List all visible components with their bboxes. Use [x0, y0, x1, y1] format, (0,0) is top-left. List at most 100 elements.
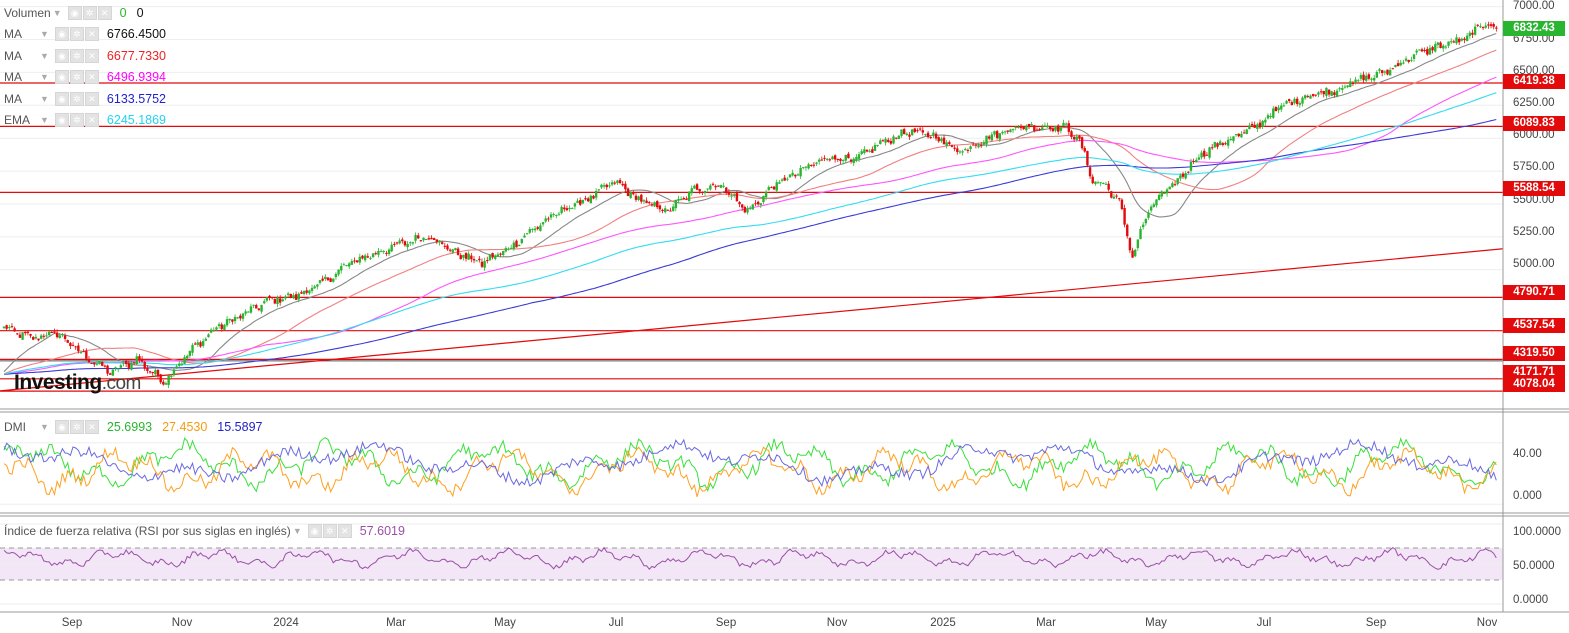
- candle: [1489, 24, 1493, 26]
- x-tick: Mar: [386, 617, 406, 629]
- gear-icon[interactable]: ✲: [69, 27, 84, 41]
- close-icon[interactable]: ✕: [84, 92, 99, 106]
- close-icon[interactable]: ✕: [84, 70, 99, 84]
- candle: [772, 186, 776, 190]
- candle: [1250, 123, 1254, 126]
- chevron-down-icon[interactable]: ▼: [40, 51, 49, 61]
- candle: [425, 238, 428, 240]
- candle: [443, 245, 446, 247]
- candle: [799, 168, 802, 177]
- chevron-down-icon[interactable]: ▼: [40, 94, 49, 104]
- candle: [1041, 127, 1044, 131]
- level-label: 4078.04: [1503, 377, 1565, 392]
- candle: [154, 370, 157, 375]
- gear-icon[interactable]: ✲: [69, 420, 84, 434]
- gear-icon[interactable]: ✲: [69, 70, 84, 84]
- level-label: 4319.50: [1503, 346, 1565, 361]
- chevron-down-icon[interactable]: ▼: [292, 526, 302, 536]
- close-icon[interactable]: ✕: [84, 420, 99, 434]
- gear-icon[interactable]: ✲: [322, 524, 337, 538]
- legend-dmi-plus: 25.6993: [106, 420, 153, 434]
- candle: [199, 342, 202, 347]
- eye-icon[interactable]: ◉: [307, 524, 322, 538]
- candle: [1226, 139, 1230, 146]
- candle: [1027, 123, 1031, 128]
- chevron-down-icon[interactable]: ▼: [40, 422, 49, 432]
- candle: [10, 326, 14, 328]
- candle: [451, 249, 454, 253]
- candle: [868, 150, 871, 152]
- candle: [1197, 157, 1201, 160]
- close-icon[interactable]: ✕: [84, 27, 99, 41]
- candle: [47, 331, 51, 336]
- candle: [1218, 141, 1222, 146]
- candle: [268, 295, 271, 298]
- candle: [1391, 68, 1394, 70]
- candle: [294, 294, 298, 300]
- candle: [1051, 128, 1055, 132]
- candle: [1463, 38, 1466, 41]
- candle: [563, 207, 566, 210]
- gear-icon[interactable]: ✲: [69, 113, 84, 127]
- candle: [650, 204, 654, 206]
- candle: [1272, 108, 1275, 118]
- candle: [358, 256, 362, 263]
- x-tick: Jul: [1256, 617, 1272, 629]
- gear-icon[interactable]: ✲: [69, 49, 84, 63]
- candle: [462, 254, 465, 258]
- candle: [13, 328, 16, 332]
- eye-icon[interactable]: ◉: [54, 49, 69, 63]
- candle: [417, 235, 420, 239]
- candle: [1354, 79, 1357, 83]
- eye-icon[interactable]: ◉: [54, 92, 69, 106]
- eye-icon[interactable]: ◉: [54, 70, 69, 84]
- candle: [778, 182, 781, 184]
- candle: [151, 371, 154, 374]
- candle: [1301, 97, 1304, 104]
- candle: [839, 158, 842, 161]
- candle: [1242, 132, 1246, 134]
- candle: [1444, 46, 1448, 48]
- candle: [308, 290, 311, 294]
- candle: [1205, 154, 1209, 156]
- eye-icon[interactable]: ◉: [54, 420, 69, 434]
- candle: [318, 280, 322, 283]
- candle: [727, 191, 731, 195]
- candle: [995, 131, 999, 139]
- eye-icon[interactable]: ◉: [67, 6, 82, 20]
- chevron-down-icon[interactable]: ▼: [40, 72, 49, 82]
- dmi-panel: [0, 437, 1503, 505]
- chevron-down-icon[interactable]: ▼: [40, 29, 49, 39]
- eye-icon[interactable]: ◉: [54, 27, 69, 41]
- candle: [95, 363, 99, 365]
- candle: [316, 284, 319, 287]
- candle: [642, 200, 646, 202]
- gear-icon[interactable]: ✲: [69, 92, 84, 106]
- chevron-down-icon[interactable]: ▼: [52, 8, 62, 18]
- legend-rsi-name: Índice de fuerza relativa (RSI por sus s…: [4, 524, 291, 538]
- candle: [974, 144, 978, 146]
- candle: [759, 203, 762, 206]
- candle: [345, 265, 348, 267]
- candle: [1423, 50, 1426, 52]
- candle: [1372, 77, 1376, 81]
- candle: [106, 365, 109, 374]
- close-icon[interactable]: ✕: [84, 113, 99, 127]
- chevron-down-icon[interactable]: ▼: [40, 115, 49, 125]
- candle: [140, 358, 144, 362]
- close-icon[interactable]: ✕: [337, 524, 352, 538]
- candle: [403, 241, 407, 246]
- candle: [916, 130, 919, 132]
- candle: [162, 381, 165, 385]
- candle: [159, 374, 162, 383]
- candle: [114, 367, 117, 369]
- gear-icon[interactable]: ✲: [82, 6, 97, 20]
- candle: [1338, 88, 1341, 90]
- candle: [265, 297, 269, 301]
- candle: [1234, 134, 1238, 136]
- eye-icon[interactable]: ◉: [54, 113, 69, 127]
- candle: [663, 208, 667, 213]
- close-icon[interactable]: ✕: [97, 6, 112, 20]
- close-icon[interactable]: ✕: [84, 49, 99, 63]
